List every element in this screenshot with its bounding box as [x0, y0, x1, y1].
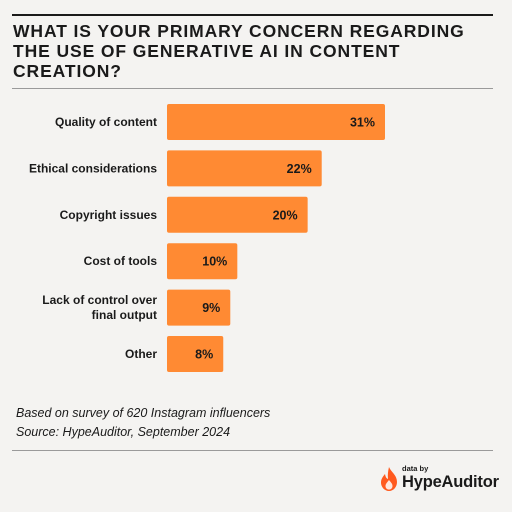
bar-3 [167, 243, 238, 280]
logo-prefix: data by [402, 464, 429, 473]
hypeauditor-logo: data by HypeAuditor [378, 462, 503, 494]
category-label-line: Copyright issues [60, 208, 158, 222]
logo-brand: HypeAuditor [402, 473, 499, 491]
bar-1 [167, 150, 322, 187]
category-label-2: Copyright issues [60, 208, 158, 222]
top-rule [12, 14, 493, 16]
bar-0 [167, 104, 385, 140]
chart-title: WHAT IS YOUR PRIMARY CONCERN REGARDING T… [13, 21, 465, 81]
category-label-line: Lack of control over [42, 293, 157, 307]
survey-note: Based on survey of 620 Instagram influen… [16, 406, 271, 420]
category-label-4: Lack of control over final output [42, 293, 157, 322]
category-label-line: Other [125, 347, 157, 361]
category-label-3: Cost of tools [84, 254, 158, 268]
footnotes: Based on survey of 620 Instagram influen… [16, 404, 270, 442]
value-label-3: 10% [202, 255, 227, 269]
category-label-1: Ethical considerations [29, 161, 157, 175]
category-label-line: final output [92, 308, 157, 322]
value-label-5: 8% [195, 348, 213, 362]
bar-5 [167, 336, 224, 372]
category-label-0: Quality of content [55, 115, 157, 129]
category-label-line: Quality of content [55, 115, 157, 129]
category-label-line: Cost of tools [84, 254, 158, 268]
bar-chart: 31% Quality of content 22% Ethical consider… [29, 104, 385, 372]
value-label-4: 9% [202, 301, 220, 315]
value-label-1: 22% [287, 162, 312, 176]
bar-2 [167, 196, 308, 233]
title-divider [12, 88, 493, 89]
value-label-2: 20% [273, 208, 298, 222]
category-label-line: Ethical considerations [29, 161, 157, 175]
category-label-5: Other [125, 347, 157, 361]
footer-divider [12, 450, 493, 451]
bar-4 [167, 289, 231, 326]
source-note: Source: HypeAuditor, September 2024 [16, 425, 231, 439]
flame-icon [381, 467, 397, 491]
value-label-0: 31% [350, 116, 375, 130]
